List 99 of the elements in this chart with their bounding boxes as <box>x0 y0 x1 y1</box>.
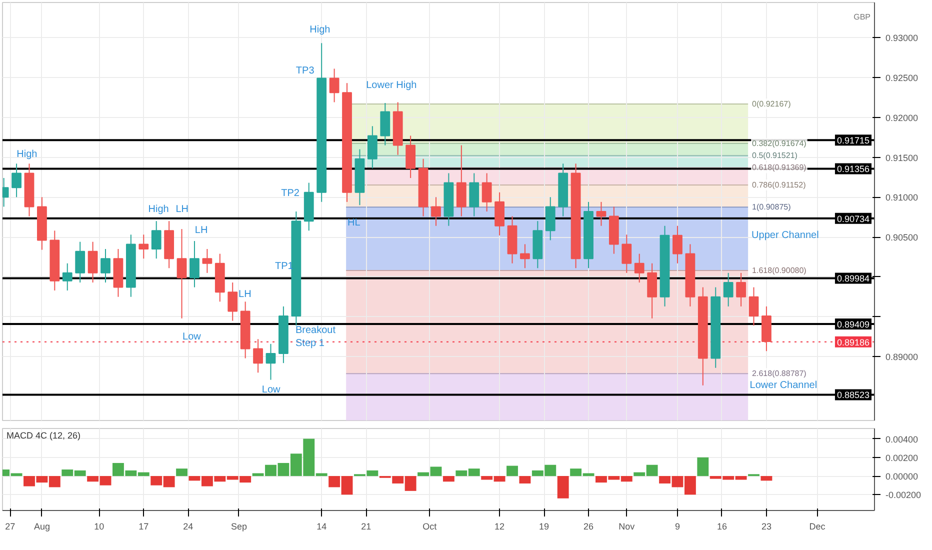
x-tick-label: 14 <box>316 522 327 532</box>
x-tick-label: 23 <box>761 522 772 532</box>
x-tick-label: 10 <box>94 522 104 532</box>
candlestick <box>469 172 480 217</box>
candlestick <box>634 253 644 283</box>
y-tick-label: 0.91500 <box>886 152 918 163</box>
y-tick-label: 0.90500 <box>886 232 918 243</box>
annotation: LH <box>238 288 252 300</box>
x-tick-label: 19 <box>539 522 550 532</box>
band-label: 0.5(0.91521) <box>752 151 798 160</box>
annotation: High <box>148 204 169 215</box>
annotation: HL <box>348 217 361 228</box>
x-tick-label: 16 <box>716 522 727 532</box>
candlestick <box>151 220 162 260</box>
annotation: Lower High <box>366 80 417 91</box>
bar <box>506 466 518 476</box>
bar <box>557 476 569 498</box>
annotation: High <box>310 24 330 36</box>
candlestick <box>672 225 682 264</box>
candlestick <box>100 248 110 283</box>
candlestick <box>367 126 378 169</box>
candlestick <box>406 135 416 178</box>
y-tick-label: 0.00000 <box>886 472 918 482</box>
annotation: Low <box>262 384 282 396</box>
annotation: GBP <box>854 12 871 22</box>
y-tick-label: 0.92500 <box>886 72 918 83</box>
bar <box>176 468 188 476</box>
annotation: Low <box>182 331 202 342</box>
band-label: 0.618(0.91369) <box>752 163 807 172</box>
candlestick <box>748 286 759 326</box>
candlestick <box>190 240 200 288</box>
x-tick-label: Oct <box>422 522 438 532</box>
y-tick-label: 0.00400 <box>886 434 918 444</box>
annotation: LH <box>194 224 208 236</box>
x-tick-label: Nov <box>618 522 636 532</box>
candlestick <box>138 234 149 260</box>
y-tick-label: 0.89000 <box>886 352 918 362</box>
candlestick <box>520 244 530 269</box>
bar <box>760 476 772 481</box>
candlestick <box>62 262 72 291</box>
x-tick-label: 17 <box>138 522 149 532</box>
band-label: 0.382(0.91674) <box>752 138 807 148</box>
x-tick-label: 21 <box>361 522 372 532</box>
y-tick-label: 0.91000 <box>886 192 918 203</box>
x-tick-label: 12 <box>494 522 505 532</box>
candlestick <box>482 172 492 212</box>
ref-line-label: 0.91356 <box>836 164 870 174</box>
x-tick-label: 24 <box>183 522 194 532</box>
bar <box>442 476 454 482</box>
ref-line-label: 0.89186 <box>836 337 870 348</box>
annotation: TP2 <box>281 188 300 200</box>
band-label: 0.786(0.91152) <box>752 180 806 190</box>
candlestick <box>647 262 658 319</box>
x-tick-label: Sep <box>230 522 247 532</box>
band-label: 1(0.90875) <box>752 202 792 212</box>
candlestick <box>88 241 98 283</box>
candlestick <box>596 201 606 226</box>
x-tick-label: 9 <box>674 522 680 532</box>
bar <box>519 476 531 484</box>
candlestick <box>75 241 86 283</box>
annotation: Breakout Step 1 <box>295 324 336 349</box>
candlestick <box>228 282 238 322</box>
candlestick <box>545 196 556 241</box>
ref-line-label: 0.89984 <box>836 274 870 284</box>
ref-line-label: 0.91715 <box>836 136 870 146</box>
x-tick-label: 26 <box>584 522 594 532</box>
candlestick <box>329 68 340 103</box>
band-label: 1.618(0.90080) <box>752 266 807 276</box>
y-tick-label: 0.92000 <box>886 112 918 123</box>
y-tick-label: -0.00200 <box>886 490 922 500</box>
candlestick <box>202 248 212 274</box>
candlestick <box>494 192 504 236</box>
candlestick <box>266 343 276 380</box>
ref-line-label: 0.89409 <box>836 320 870 330</box>
band-label: 0(0.92167) <box>752 100 792 109</box>
ref-line-label: 0.88523 <box>836 390 870 400</box>
band-label: 2.618(0.88787) <box>752 369 807 378</box>
x-tick-label: Dec <box>809 522 826 532</box>
x-tick-label: 27 <box>5 522 16 532</box>
annotation: Upper Channel <box>752 230 819 241</box>
candlestick <box>253 338 263 374</box>
ref-line-label: 0.90734 <box>836 214 870 224</box>
annotation: Lower Channel <box>750 380 818 391</box>
candlestick <box>622 234 632 274</box>
candlestick <box>380 102 390 146</box>
candlestick <box>736 272 746 307</box>
chart-title: MACD 4C (12, 26) <box>6 430 81 440</box>
annotation: LH <box>176 204 189 215</box>
candlestick <box>431 196 441 226</box>
annotation: High <box>16 149 38 160</box>
candlestick <box>456 144 466 217</box>
bar <box>697 457 709 476</box>
x-tick-label: Aug <box>34 522 50 532</box>
candlestick <box>12 163 22 198</box>
y-tick-label: 0.00200 <box>886 452 918 463</box>
y-tick-label: 0.93000 <box>886 33 918 44</box>
annotation: TP3 <box>296 66 315 77</box>
candlestick <box>723 272 734 307</box>
candlestick <box>176 228 187 319</box>
